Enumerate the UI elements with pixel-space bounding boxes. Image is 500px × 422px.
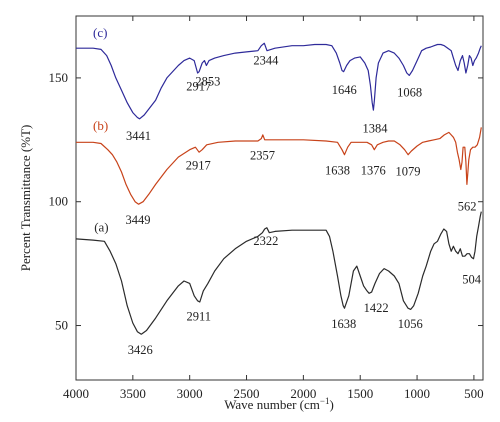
peak-label: 1068 [397, 85, 422, 99]
peak-label: 2357 [250, 149, 275, 163]
peak-label: 1646 [332, 83, 357, 97]
peak-label: 3426 [128, 343, 153, 357]
peak-label: 3449 [125, 213, 150, 227]
peak-label: 1376 [361, 163, 386, 177]
peak-label: 2344 [253, 53, 279, 67]
x-tick-label: 1000 [404, 386, 430, 401]
x-tick-label: 4000 [63, 386, 89, 401]
x-tick-label: 2000 [290, 386, 316, 401]
spectra [75, 42, 482, 335]
peak-label: 3441 [126, 129, 151, 143]
x-axis-title-tail: ) [329, 397, 333, 412]
series-line-a [75, 211, 482, 335]
x-tick-label: 2500 [234, 386, 260, 401]
y-tick-label: 100 [49, 194, 69, 209]
series-labels: (a) (b) (c) [93, 25, 109, 234]
x-tick-label: 3000 [177, 386, 203, 401]
x-axis-title-sup: −1 [320, 396, 330, 406]
series-label-b: (b) [93, 118, 108, 133]
peak-annotations: 3426 2911 2322 1638 1422 1056 504 3449 2917 2357 1… [125, 53, 481, 357]
plot-frame [75, 15, 484, 381]
peak-label: 2853 [195, 74, 220, 88]
peak-label: 2917 [186, 159, 211, 173]
peak-label: 1384 [362, 121, 388, 135]
series-label-a: (a) [94, 219, 108, 234]
y-axis-title: Percent Transmittance (%T) [18, 125, 33, 272]
y-tick-label: 50 [55, 318, 68, 333]
peak-label: 1638 [325, 163, 350, 177]
series-line-c [76, 42, 482, 120]
x-tick-label: 3500 [120, 386, 146, 401]
peak-label: 1056 [398, 317, 423, 331]
axis-ticks: 4000 3500 3000 2500 2000 1500 1000 500 50 100 150 [49, 16, 484, 401]
peak-label: 1638 [331, 317, 356, 331]
x-tick-label: 1500 [347, 386, 373, 401]
x-axis-title-main: Wave number (cm [224, 397, 320, 412]
peak-label: 2917 [186, 79, 211, 93]
peak-label: 2911 [187, 310, 212, 324]
peak-label: 1079 [395, 165, 420, 179]
y-tick-label: 150 [49, 70, 69, 85]
peak-label: 504 [462, 272, 482, 286]
x-tick-label: 500 [464, 386, 484, 401]
series-line-b [76, 127, 482, 205]
peak-label: 562 [458, 199, 477, 213]
series-label-c: (c) [93, 25, 107, 40]
x-axis-title: Wave number (cm−1) [224, 396, 334, 412]
peak-label: 1422 [364, 301, 389, 315]
peak-label: 2322 [253, 234, 278, 248]
